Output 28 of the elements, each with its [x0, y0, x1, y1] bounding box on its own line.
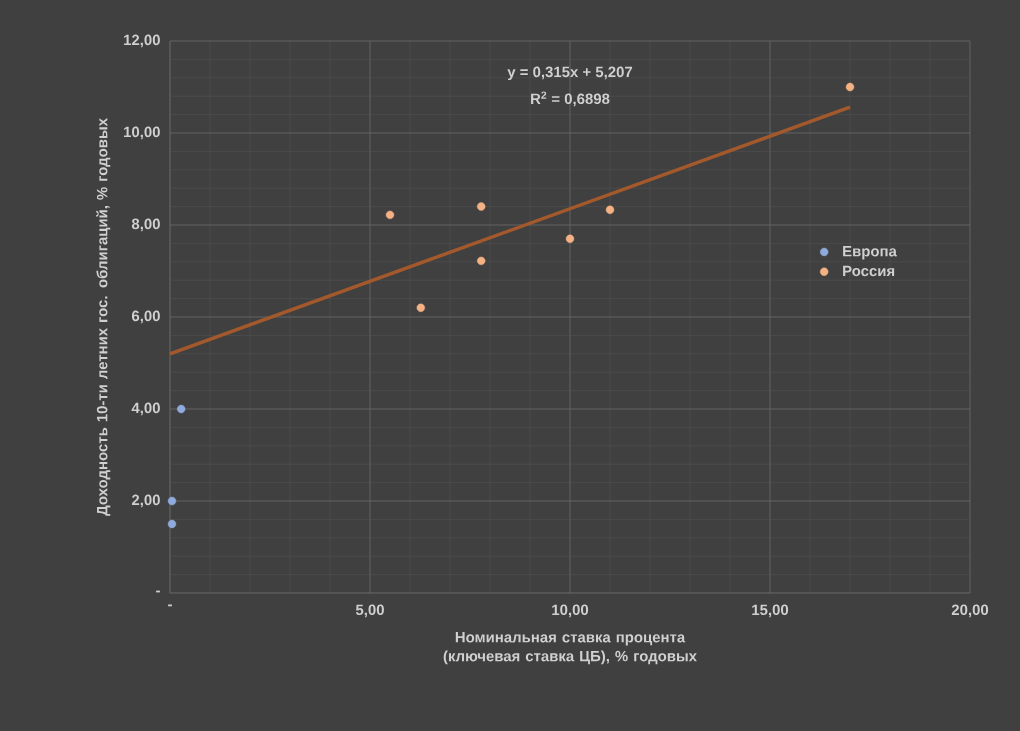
point [167, 496, 177, 506]
y-tick-label: 6,00 [131, 310, 160, 324]
y-tick-label: 12,00 [124, 34, 160, 48]
y-tick-label: - [156, 590, 160, 593]
point [477, 202, 486, 211]
annotation: R$^{2}$ = 0,6898 [531, 91, 610, 107]
point [605, 205, 615, 214]
point [177, 404, 186, 414]
point [565, 234, 575, 243]
x-axis-title: Номинальная ставка процента (ключевая ставка ЦБ), % годовых [443, 632, 697, 665]
x-tick-label: 10,00 [552, 604, 589, 618]
point [477, 256, 486, 266]
point [167, 519, 177, 529]
y-tick-label: 8,00 [131, 218, 160, 232]
y-tick-label: 10,00 [124, 126, 160, 140]
x-tick-label: 20,00 [951, 604, 989, 618]
point [845, 82, 855, 92]
legend-label: Россия [843, 265, 895, 277]
y-tick-label: 2,00 [131, 494, 160, 508]
y-axis-title: Доходность 10-ти летних гос. облигаций, % годовых [96, 118, 111, 516]
point [385, 210, 395, 220]
x-tick-label: 15,00 [752, 604, 789, 618]
y-tick-label: 4,00 [131, 402, 160, 416]
x-tick-label: - [168, 604, 172, 607]
point [416, 303, 425, 312]
annotation: y = 0,315x + 5,207 [507, 66, 633, 81]
x-tick-label: 5,00 [355, 604, 384, 618]
legend-label: Европа [843, 246, 897, 260]
